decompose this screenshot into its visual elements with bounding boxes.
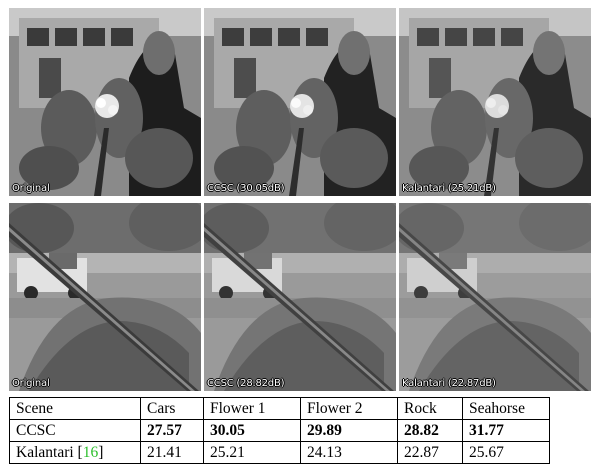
table-row: Kalantari [16] 21.41 25.21 24.13 22.87 2… (9, 441, 550, 464)
value-cell: 30.05 (203, 419, 301, 442)
value-cell: 29.89 (300, 419, 398, 442)
table-row: CCSC 27.57 30.05 29.89 28.82 31.77 (9, 419, 550, 442)
flower-ccsc-image: CCSC (30.05dB) (204, 8, 396, 196)
method-cell: CCSC (9, 419, 141, 442)
rock-original-image: Original (9, 203, 201, 391)
header-cell: Scene (9, 397, 141, 420)
panel-caption: CCSC (28.82dB) (207, 378, 285, 389)
value-cell: 25.67 (462, 441, 550, 464)
value-cell: 27.57 (140, 419, 204, 442)
method-suffix: ] (98, 443, 104, 461)
flower-original-image: Original (9, 8, 201, 196)
comparison-figure: Original CCSC (30.05dB) (9, 8, 591, 391)
table-header-row: Scene Cars Flower 1 Flower 2 Rock Seahor… (9, 397, 550, 420)
rock-ccsc-image: CCSC (28.82dB) (204, 203, 396, 391)
method-name: Kalantari [ (16, 443, 83, 461)
flower-kalantari-image: Kalantari (25.21dB) (399, 8, 591, 196)
panel-caption: Original (12, 183, 50, 194)
header-cell: Cars (140, 397, 204, 420)
results-table: Scene Cars Flower 1 Flower 2 Rock Seahor… (9, 397, 550, 464)
citation-link[interactable]: 16 (82, 443, 99, 461)
header-cell: Flower 2 (300, 397, 398, 420)
value-cell: 28.82 (397, 419, 463, 442)
header-cell: Rock (397, 397, 463, 420)
method-cell: Kalantari [16] (9, 441, 141, 464)
rock-kalantari-image: Kalantari (22.87dB) (399, 203, 591, 391)
panel-caption: Original (12, 378, 50, 389)
panel-caption: Kalantari (22.87dB) (402, 378, 496, 389)
value-cell: 21.41 (140, 441, 204, 464)
value-cell: 25.21 (203, 441, 301, 464)
panel-caption: CCSC (30.05dB) (207, 183, 285, 194)
value-cell: 24.13 (300, 441, 398, 464)
header-cell: Flower 1 (203, 397, 301, 420)
header-cell: Seahorse (462, 397, 550, 420)
panel-caption: Kalantari (25.21dB) (402, 183, 496, 194)
value-cell: 22.87 (397, 441, 463, 464)
value-cell: 31.77 (462, 419, 550, 442)
